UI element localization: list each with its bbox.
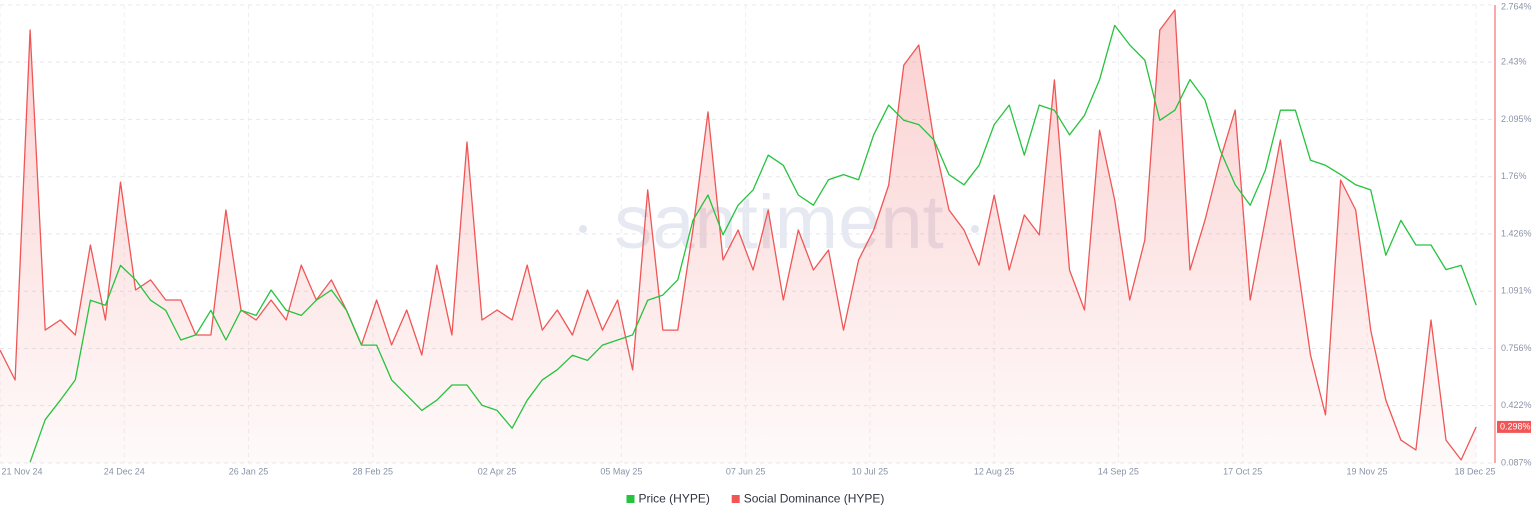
x-tick-label: 07 Jun 25 [726, 466, 766, 476]
legend-swatch [626, 495, 635, 503]
watermark-dot [579, 225, 587, 233]
y2-tick-label: 2.764% [1501, 1, 1532, 11]
x-tick-label: 14 Sep 25 [1098, 466, 1139, 476]
y2-tick-label: 1.426% [1501, 228, 1532, 238]
x-tick-label: 19 Nov 25 [1346, 466, 1387, 476]
last-value-label: 0.298% [1500, 421, 1531, 431]
y2-tick-label: 0.756% [1501, 343, 1532, 353]
y2-tick-label: 2.095% [1501, 114, 1532, 124]
y2-tick-label: 2.43% [1501, 57, 1527, 67]
x-tick-label: 28 Feb 25 [353, 466, 394, 476]
watermark-dot [971, 225, 979, 233]
legend-label: Price (HYPE) [639, 492, 710, 506]
y2-tick-label: 0.087% [1501, 457, 1532, 467]
x-tick-label: 17 Oct 25 [1223, 466, 1262, 476]
line [0, 9, 1477, 461]
last-value-badge [1497, 420, 1531, 433]
x-tick-label: 12 Aug 25 [974, 466, 1015, 476]
x-tick-label: 02 Apr 25 [478, 466, 517, 476]
line [29, 24, 1477, 463]
x-tick-label: 24 Dec 24 [104, 466, 145, 476]
x-tick-label: 26 Jan 25 [229, 466, 269, 476]
x-tick-label: 18 Dec 25 [1454, 466, 1495, 476]
y2-tick-label: 0.422% [1501, 400, 1532, 410]
x-tick-label: 21 Nov 24 [1, 466, 42, 476]
y2-tick-label: 1.76% [1501, 171, 1527, 181]
legend-swatch [731, 495, 740, 503]
y2-tick-label: 1.091% [1501, 286, 1532, 296]
area [0, 10, 1477, 463]
x-tick-label: 10 Jul 25 [852, 466, 889, 476]
x-tick-label: 05 May 25 [600, 466, 642, 476]
legend: Price (HYPE) Social Dominance (HYPE) [626, 492, 885, 506]
legend-label: Social Dominance (HYPE) [744, 492, 885, 506]
